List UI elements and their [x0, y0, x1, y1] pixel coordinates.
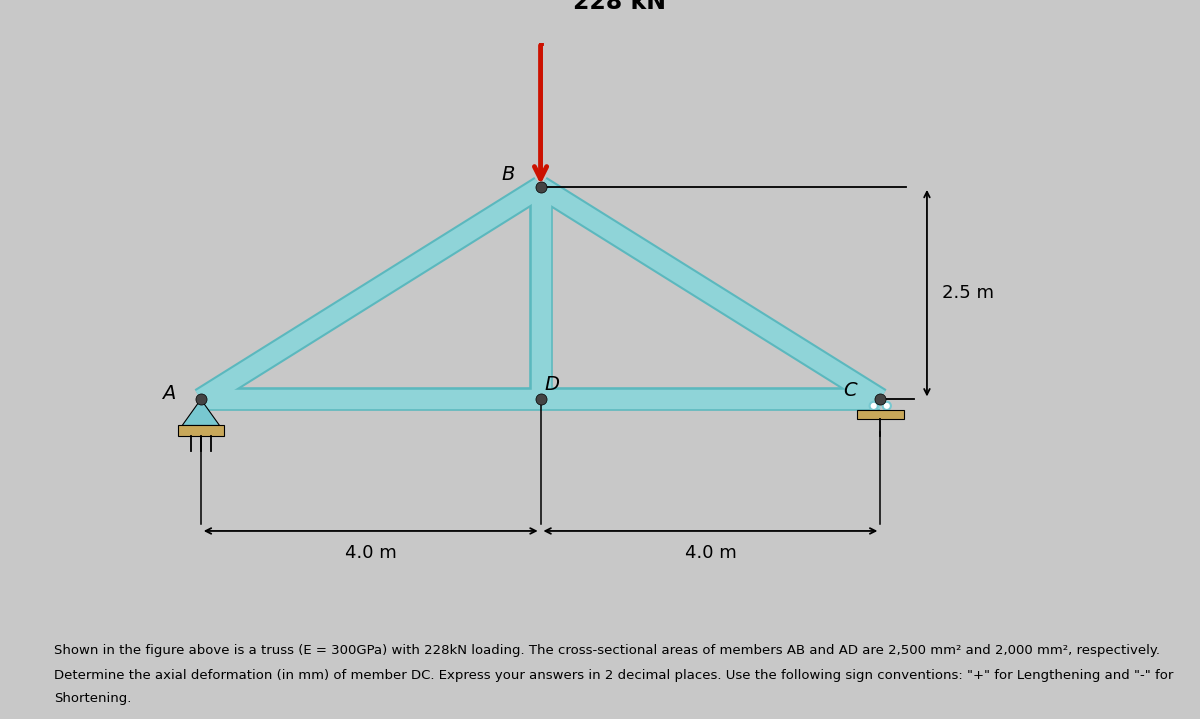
Circle shape — [870, 402, 878, 410]
Text: 4.0 m: 4.0 m — [344, 544, 396, 562]
Text: 2.5 m: 2.5 m — [942, 284, 995, 302]
Text: D: D — [545, 375, 560, 393]
Polygon shape — [182, 399, 220, 426]
Circle shape — [883, 402, 890, 410]
Text: B: B — [502, 165, 515, 184]
Text: 4.0 m: 4.0 m — [684, 544, 737, 562]
Text: Shown in the figure above is a truss (E = 300GPa) with 228kN loading. The cross-: Shown in the figure above is a truss (E … — [54, 644, 1160, 656]
Bar — [857, 410, 904, 419]
Text: Shortening.: Shortening. — [54, 692, 131, 705]
Text: Determine the axial deformation (in mm) of member DC. Express your answers in 2 : Determine the axial deformation (in mm) … — [54, 669, 1174, 682]
Text: A: A — [162, 384, 175, 403]
Text: C: C — [842, 381, 857, 400]
Bar — [178, 426, 224, 436]
Text: 228 kN: 228 kN — [572, 0, 666, 14]
